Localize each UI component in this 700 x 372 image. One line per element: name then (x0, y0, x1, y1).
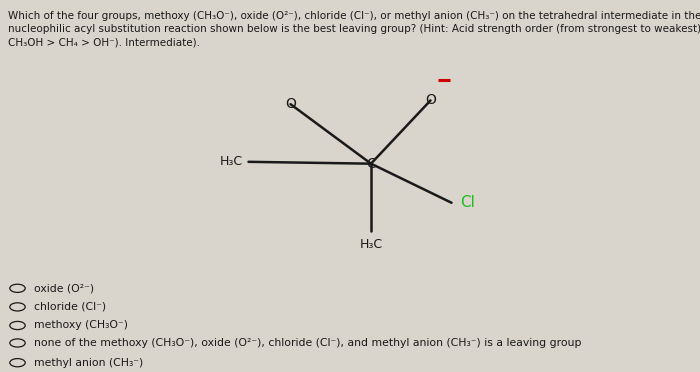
Text: H₃C: H₃C (220, 155, 243, 168)
Text: O: O (285, 97, 296, 111)
Text: H₃C: H₃C (359, 238, 383, 251)
Text: Which of the four groups, methoxy (CH₃O⁻), oxide (O²⁻), chloride (Cl⁻), or methy: Which of the four groups, methoxy (CH₃O⁻… (8, 11, 700, 21)
Text: CH₃OH > CH₄ > OH⁻). Intermediate).: CH₃OH > CH₄ > OH⁻). Intermediate). (8, 37, 200, 47)
Text: O: O (425, 93, 436, 108)
Text: methyl anion (CH₃⁻): methyl anion (CH₃⁻) (34, 358, 143, 368)
Text: none of the methoxy (CH₃O⁻), oxide (O²⁻), chloride (Cl⁻), and methyl anion (CH₃⁻: none of the methoxy (CH₃O⁻), oxide (O²⁻)… (34, 338, 581, 348)
Text: nucleophilic acyl substitution reaction shown below is the best leaving group? (: nucleophilic acyl substitution reaction … (8, 24, 700, 34)
Text: chloride (Cl⁻): chloride (Cl⁻) (34, 302, 106, 312)
Text: oxide (O²⁻): oxide (O²⁻) (34, 283, 94, 293)
Text: Cl: Cl (460, 195, 475, 210)
Text: C: C (366, 157, 376, 171)
Text: methoxy (CH₃O⁻): methoxy (CH₃O⁻) (34, 321, 127, 330)
